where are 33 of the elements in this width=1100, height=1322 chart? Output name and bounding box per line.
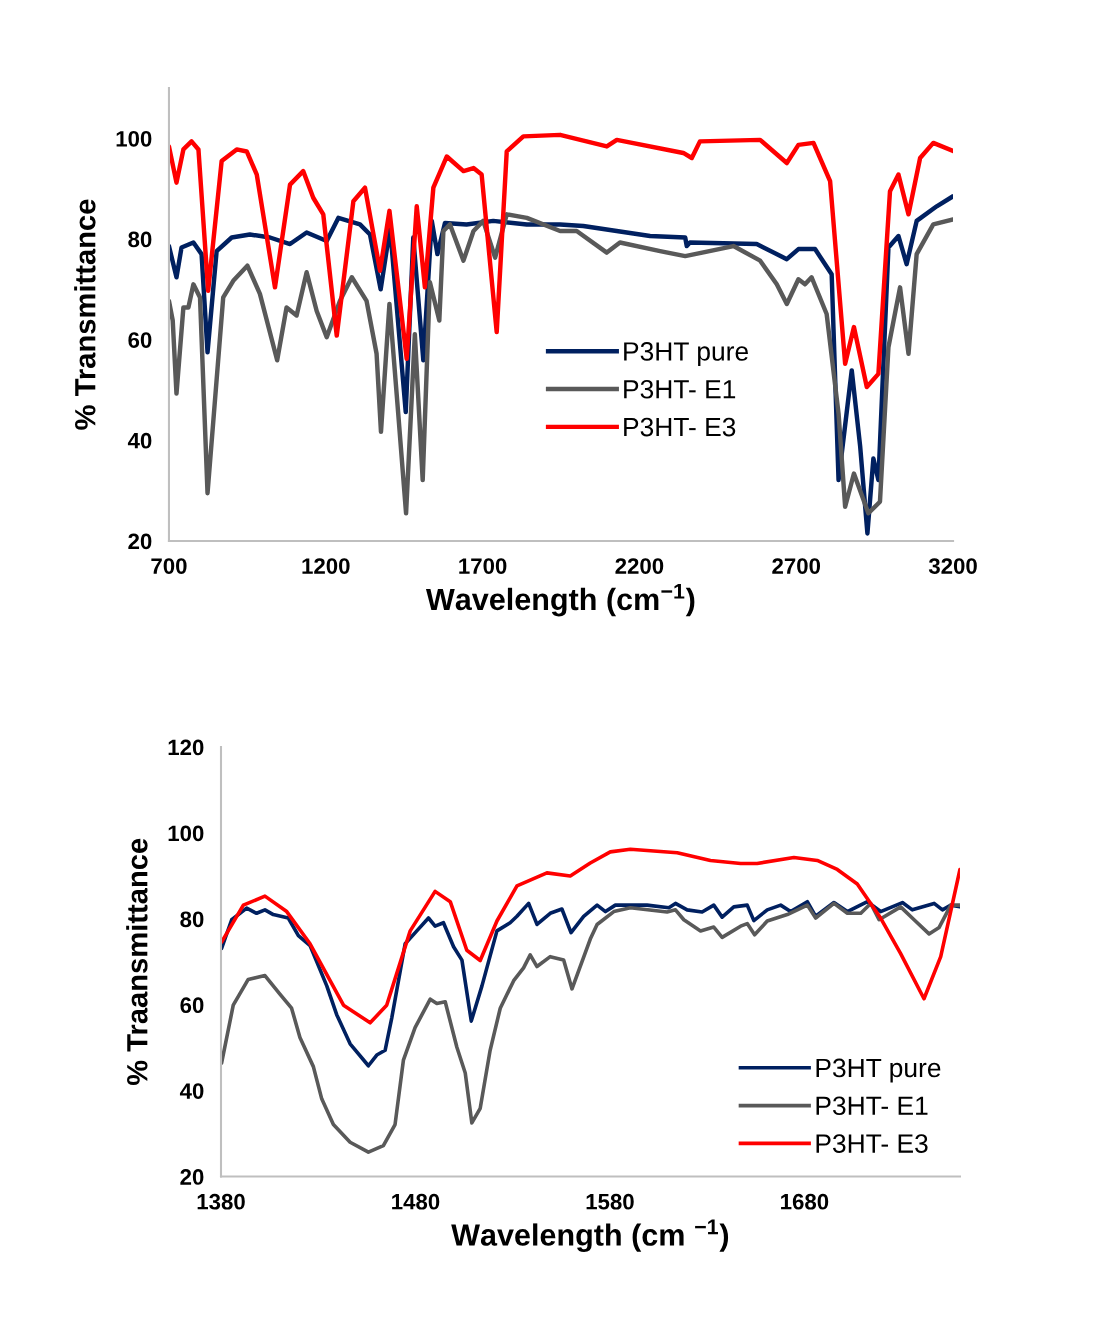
y-tick-label: 80 (128, 231, 152, 248)
legend-label: P3HT- E1 (624, 379, 736, 399)
x-tick-label: 1700 (459, 558, 507, 574)
x-tick-label: 700 (151, 558, 187, 574)
x-tick-label: 2700 (772, 558, 821, 574)
x-tick-label: 1380 (197, 1193, 245, 1210)
line-series (220, 901, 960, 1154)
y-axis-title: % Transmittance (74, 199, 96, 430)
y-tick-label: 100 (116, 130, 152, 147)
y-tick-label: 40 (127, 432, 152, 449)
y-tick-label: 60 (128, 332, 152, 348)
line-series (220, 847, 960, 1025)
y-tick-label: 40 (179, 1083, 204, 1099)
legend-label: P3HT pure (624, 342, 748, 367)
legend-label: P3HT- E3 (816, 1134, 928, 1153)
legend-label: P3HT- E3 (624, 417, 736, 437)
x-tick-label: 1580 (586, 1193, 634, 1210)
y-tick-label: 120 (168, 739, 204, 756)
legend-label: P3HT pure (816, 1058, 941, 1083)
y-tick-label: 60 (180, 997, 204, 1014)
legend-label: P3HT- E1 (816, 1096, 928, 1116)
y-tick-label: 80 (180, 911, 204, 928)
x-axis-title: Wavelength (cm $^{−1}$) (451, 1219, 729, 1253)
x-tick-label: 3200 (928, 558, 977, 574)
x-tick-label: 2200 (615, 558, 664, 574)
x-tick-label: 1680 (781, 1193, 829, 1210)
y-tick-label: 100 (168, 825, 204, 842)
y-tick-label: 20 (128, 533, 152, 550)
x-tick-label: 1200 (302, 558, 350, 574)
y-tick-label: 20 (180, 1169, 204, 1185)
x-axis-title: Wavelength (cm$^{−1}$) (425, 583, 695, 617)
x-tick-label: 1480 (392, 1193, 440, 1210)
y-axis-title: % Traansmittance (126, 838, 148, 1086)
